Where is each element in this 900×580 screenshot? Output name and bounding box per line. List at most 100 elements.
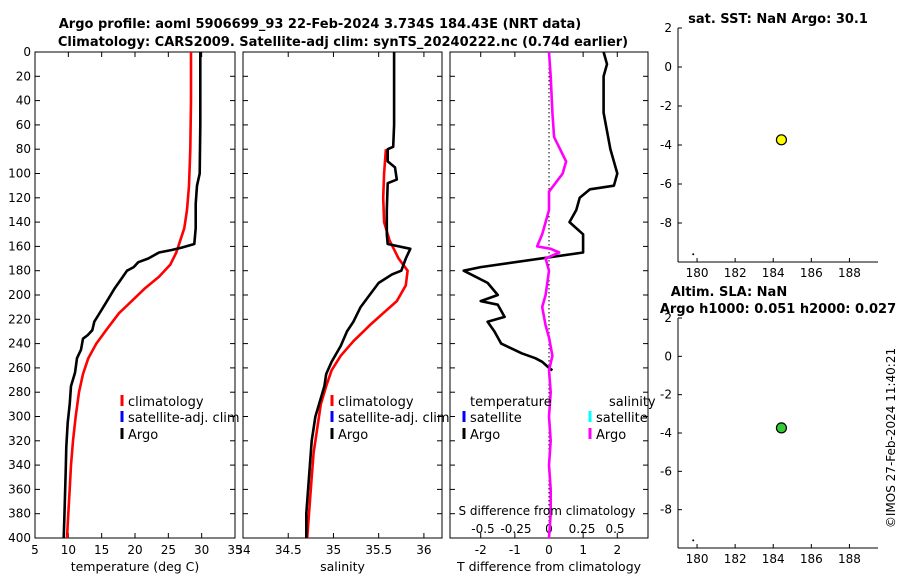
legend-satellite-adj-label: satellite-adj. clim	[128, 411, 240, 426]
x-tick-label: 1	[579, 543, 587, 557]
x-axis-label: salinity	[320, 559, 365, 574]
legend-s-satellite-label: satellite	[596, 411, 648, 426]
legend-climatology-label: climatology	[338, 395, 414, 410]
difference-panel: -2 -1 0 1 2 T difference from climatology -0.5…	[449, 51, 649, 574]
x-tick-label: 186	[800, 552, 823, 566]
salinity-panel: 34 34.5 35 35.5 36 salinity	[235, 51, 443, 574]
y-tick-label: 100	[8, 167, 31, 181]
y-tick-label: -4	[660, 138, 672, 152]
temperature-panel: 0 20 40 60 80 100 120 140 160 180 200 220 240 260 280 3…	[8, 45, 243, 574]
x-axis-label: temperature (deg C)	[71, 559, 200, 574]
x-tick-label: 188	[838, 552, 861, 566]
series-line-argo	[304, 52, 412, 538]
y-tick-label: 400	[8, 531, 31, 545]
y-tick-label: 0	[23, 45, 31, 59]
x-tick-label: 34.5	[275, 543, 302, 557]
x-tick-label: 184	[762, 266, 785, 280]
y-tick-label: 180	[8, 264, 31, 278]
legend-climatology-label: climatology	[128, 395, 204, 410]
legend-t-argo-label: Argo	[470, 428, 500, 443]
copyright-stamp: ©IMOS 27-Feb-2024 11:40:21	[884, 348, 898, 528]
y-tick-label: -2	[660, 388, 672, 402]
series-line-climatology	[65, 52, 193, 539]
y-tick-label: 200	[8, 288, 31, 302]
y-tick-label: 320	[8, 434, 31, 448]
y-tick-label: 120	[8, 191, 31, 205]
sla-title: Altim. SLA: NaN	[671, 285, 787, 300]
plot-frame	[242, 51, 443, 539]
x-tick-label: 25	[161, 543, 176, 557]
x-tick-label: 2	[613, 543, 621, 557]
sst-title: sat. SST: NaN Argo: 30.1	[688, 12, 868, 27]
y-tick-label: 80	[16, 142, 31, 156]
y-tick-label: -6	[660, 177, 672, 191]
salinity-diff-tick-label: 0.5	[605, 522, 624, 536]
y-tick-label: 380	[8, 507, 31, 521]
salinity-legend: climatology satellite-adj. clim Argo	[338, 395, 450, 443]
y-tick-label: 160	[8, 239, 31, 253]
difference-legend: temperature salinity satellite Argo sate…	[470, 395, 656, 443]
x-tick-label: 182	[724, 552, 747, 566]
x-tick-label: 35.5	[365, 543, 392, 557]
figure-title-line1: Argo profile: aoml 5906699_93 22-Feb-202…	[59, 17, 581, 32]
x-tick-label: 20	[127, 543, 142, 557]
plot-frame	[34, 51, 236, 539]
series-line-argo	[62, 52, 202, 539]
legend-argo-label: Argo	[338, 428, 368, 443]
y-tick-label: 280	[8, 385, 31, 399]
salinity-diff-tick-label: -0.5	[471, 522, 494, 536]
x-tick-label: 188	[838, 266, 861, 280]
x-tick-label: 186	[800, 266, 823, 280]
sla-panel: 2 0 -2 -4 -6 -8 180 182 184 186 188	[660, 311, 878, 566]
legend-salinity-title: salinity	[609, 395, 656, 410]
x-tick-label: 30	[194, 543, 209, 557]
corner-dot	[692, 539, 695, 542]
x-tick-label: 15	[94, 543, 109, 557]
x-tick-label: 5	[31, 543, 39, 557]
sla-subtitle: Argo h1000: 0.051 h2000: 0.027	[660, 302, 896, 317]
y-tick-label: 60	[16, 118, 31, 132]
series-line-s-difference-argo-	[535, 51, 568, 539]
x-tick-label: 35	[227, 543, 242, 557]
x-tick-label: 182	[724, 266, 747, 280]
y-tick-label: -8	[660, 216, 672, 230]
y-tick-label: 300	[8, 410, 31, 424]
x-tick-label: 180	[686, 266, 709, 280]
x-tick-label: 180	[686, 552, 709, 566]
x-tick-label: 34	[235, 543, 250, 557]
y-tick-label: 2	[664, 21, 672, 35]
y-tick-label: 360	[8, 482, 31, 496]
y-tick-label: -8	[660, 503, 672, 517]
x-tick-label: 10	[61, 543, 76, 557]
sst-panel: 2 0 -2 -4 -6 -8 180 182 184 186 188	[660, 21, 878, 280]
temperature-legend: climatology satellite-adj. clim Argo	[128, 395, 240, 443]
y-tick-label: 40	[16, 94, 31, 108]
y-tick-label: 140	[8, 215, 31, 229]
y-tick-label: -4	[660, 426, 672, 440]
legend-temperature-title: temperature	[470, 395, 552, 410]
x-tick-label: -2	[475, 543, 487, 557]
salinity-diff-tick-label: 0.25	[569, 522, 596, 536]
legend-argo-label: Argo	[128, 428, 158, 443]
series-line-t-difference-argo-	[462, 51, 619, 372]
legend-t-satellite-label: satellite	[470, 411, 522, 426]
y-tick-label: 260	[8, 361, 31, 375]
x-tick-label: 36	[416, 543, 431, 557]
y-tick-label: 20	[16, 69, 31, 83]
argo-location-marker	[775, 134, 788, 146]
y-tick-label: 2	[664, 311, 672, 325]
argo-location-marker	[775, 422, 788, 434]
salinity-diff-tick-label: -0.25	[500, 522, 531, 536]
x-tick-label: 35	[326, 543, 341, 557]
salinity-diff-axis-label: S difference from climatology	[459, 504, 636, 518]
y-tick-label: 240	[8, 337, 31, 351]
x-tick-label: -1	[509, 543, 521, 557]
x-axis-label: T difference from climatology	[456, 559, 642, 574]
x-tick-label: 0	[545, 543, 553, 557]
y-tick-label: 0	[664, 60, 672, 74]
y-tick-label: 340	[8, 458, 31, 472]
corner-dot	[692, 253, 695, 256]
legend-s-argo-label: Argo	[596, 428, 626, 443]
y-tick-label: -2	[660, 99, 672, 113]
